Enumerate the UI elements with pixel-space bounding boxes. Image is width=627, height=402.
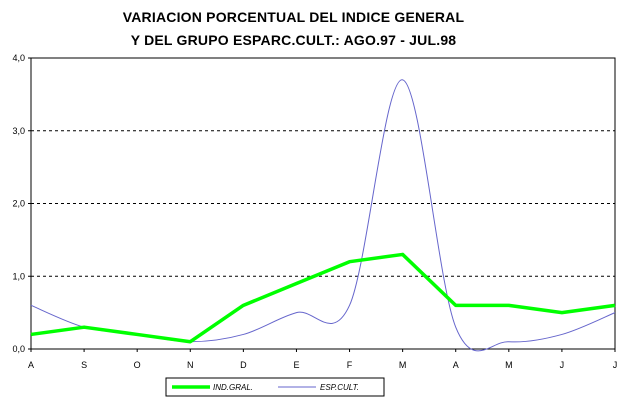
y-axis: 0,0 1,0 2,0 3,0 4,0: [12, 53, 31, 354]
series-layer: [30, 79, 616, 352]
x-tick-label: A: [453, 360, 459, 370]
x-tick-label: D: [240, 360, 247, 370]
x-tick-label: A: [28, 360, 34, 370]
legend-box: [165, 377, 385, 397]
x-tick-label: O: [134, 360, 141, 370]
y-tick-label: 3,0: [12, 126, 25, 136]
legend-label-esp-cult: ESP.CULT.: [320, 383, 359, 392]
y-tick-label: 2,0: [12, 199, 25, 209]
series-line-ind-gral: [30, 252, 616, 344]
y-tick-label: 0,0: [12, 344, 25, 354]
x-tick-label: E: [293, 360, 299, 370]
gridlines: [31, 130, 615, 277]
plot-area-frame: [30, 57, 616, 350]
legend-label-ind-gral: IND.GRAL.: [213, 383, 253, 392]
series-line-esp-cult: [30, 79, 616, 352]
x-tick-label: J: [560, 360, 565, 370]
chart-title-line-2: Y DEL GRUPO ESPARC.CULT.: AGO.97 - JUL.9…: [130, 32, 457, 48]
y-tick-label: 4,0: [12, 53, 25, 63]
x-tick-label: J: [613, 360, 618, 370]
y-tick-label: 1,0: [12, 271, 25, 281]
x-tick-label: S: [81, 360, 87, 370]
chart-title-line-1: VARIACION PORCENTUAL DEL INDICE GENERAL: [122, 9, 465, 25]
x-tick-label: N: [187, 360, 194, 370]
x-tick-label: F: [347, 360, 353, 370]
legend: IND.GRAL. ESP.CULT.: [165, 377, 385, 397]
x-tick-label: M: [399, 360, 407, 370]
x-tick-label: M: [505, 360, 513, 370]
